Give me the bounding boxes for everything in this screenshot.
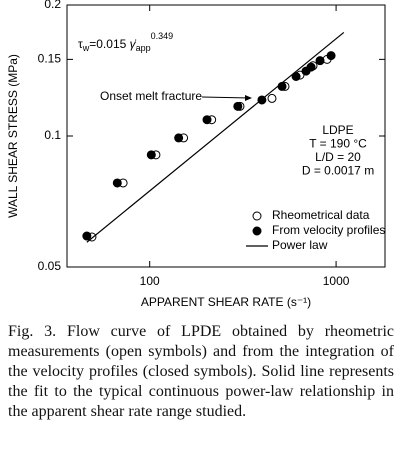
data-point: [174, 133, 184, 143]
condition: L/D = 20: [315, 150, 361, 164]
arrow-head: [245, 95, 252, 101]
data-point: [315, 56, 325, 66]
eq-rate-sub: app: [136, 43, 151, 53]
condition: LDPE: [322, 123, 353, 137]
eq-symbol: τ: [78, 37, 83, 51]
data-point: [277, 81, 287, 91]
y-axis-label: WALL SHEAR STRESS (MPa): [6, 54, 20, 218]
data-point: [112, 178, 122, 188]
eq-rate: γ̇: [130, 37, 137, 51]
condition: T = 190 °C: [309, 137, 367, 151]
data-point: [233, 101, 243, 111]
data-point: [146, 150, 156, 160]
eq-sub: w: [82, 43, 90, 53]
legend-marker: [252, 211, 262, 221]
condition: D = 0.0017 m: [302, 164, 374, 178]
y-tick-label: 0.2: [44, 0, 61, 11]
eq-exponent: 0.349: [151, 31, 174, 41]
legend-marker: [252, 226, 262, 236]
legend-label: Power law: [272, 238, 328, 252]
data-point: [306, 62, 316, 72]
y-tick-label: 0.1: [44, 128, 61, 142]
y-tick-label: 0.15: [38, 52, 62, 66]
equation: τw=0.015 γ̇app0.349: [78, 31, 173, 53]
eq-body: =0.015: [89, 37, 129, 51]
chart: WALL SHEAR STRESS (MPa) APPARENT SHEAR R…: [6, 0, 386, 309]
y-tick-label: 0.05: [38, 259, 62, 273]
data-point: [202, 115, 212, 125]
data-point: [291, 72, 301, 82]
annotation: Onset melt fracture: [100, 89, 202, 103]
fit-line: [86, 31, 345, 243]
data-point: [326, 51, 336, 61]
legend-label: From velocity profiles: [272, 223, 385, 237]
x-axis-label: APPARENT SHEAR RATE (s⁻¹): [141, 295, 311, 309]
caption: Fig. 3. Flow curve of LPDE obtained by r…: [8, 323, 394, 420]
x-tick-label: 100: [140, 274, 160, 288]
legend-label: Rheometrical data: [272, 208, 370, 222]
annotation-arrow: [201, 96, 251, 99]
x-tick-label: 1000: [323, 274, 350, 288]
data-point: [267, 93, 277, 103]
data-point: [82, 231, 92, 241]
